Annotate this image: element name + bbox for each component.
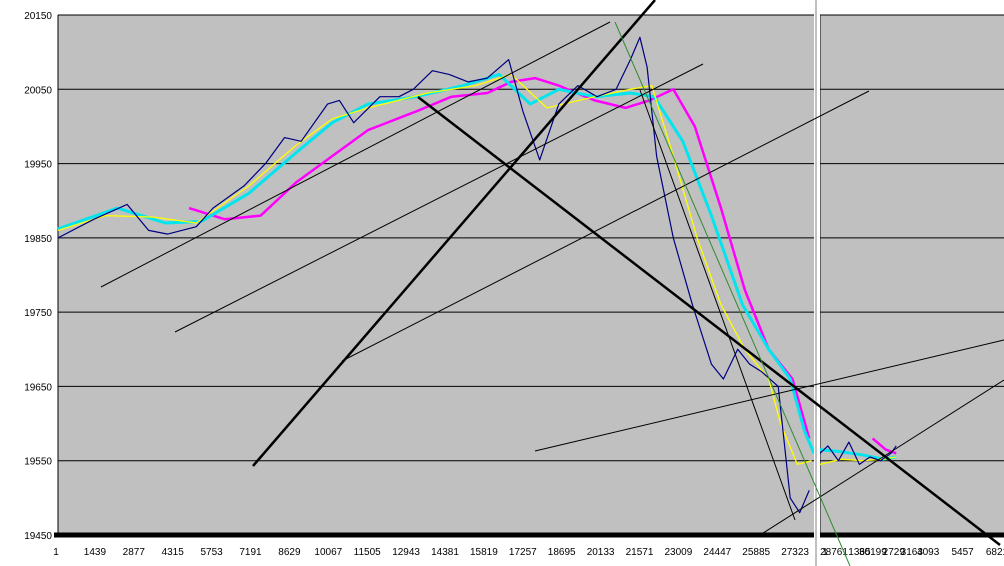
x-tick-label: 1365 — [848, 547, 871, 558]
trendline — [252, 0, 656, 467]
series-ma-mid-line — [57, 72, 816, 454]
series-ma-slow-line — [871, 437, 897, 455]
series-ma-slow-line — [188, 76, 811, 439]
trendline — [174, 63, 704, 333]
x-tick-label: 17257 — [509, 547, 537, 558]
trendline — [759, 379, 1004, 536]
trendline — [639, 89, 796, 521]
x-tick-label: 21571 — [626, 547, 654, 558]
x-tick-label: 12943 — [392, 547, 420, 558]
x-tick-label: 5457 — [951, 547, 974, 558]
trendline — [341, 90, 870, 362]
y-tick-label: 19750 — [24, 308, 52, 319]
x-tick-label: 4093 — [917, 547, 940, 558]
x-tick-label: 30199 — [859, 547, 887, 558]
y-tick-label: 19450 — [24, 531, 52, 542]
x-tick-label: 7191 — [239, 547, 262, 558]
x-tick-label: 3163 — [901, 547, 924, 558]
x-tick-label: 4315 — [162, 547, 185, 558]
x-tick-label: 27323 — [781, 547, 809, 558]
x-tick-label: 10067 — [314, 547, 342, 558]
main-chart-panel: 20150 20050 19950 19850 19750 19650 19550 19450… — [24, 11, 923, 558]
y-tick-label: 19850 — [24, 234, 52, 245]
x-tick-label: 1 — [53, 547, 59, 558]
trendline — [614, 21, 851, 566]
x-tick-label: 1439 — [84, 547, 107, 558]
y-tick-label: 20050 — [24, 85, 52, 96]
y-tick-label: 20150 — [24, 11, 52, 22]
x-tick-label: 2729 — [883, 547, 906, 558]
y-tick-label: 19950 — [24, 160, 52, 171]
series-ma-fast-line — [57, 73, 812, 466]
x-tick-label: 28761 — [820, 547, 848, 558]
x-tick-label: 15819 — [470, 547, 498, 558]
x-tick-label: 24447 — [703, 547, 731, 558]
x-tick-label: 18695 — [548, 547, 576, 558]
series-price-line — [819, 441, 897, 465]
trendline — [100, 21, 611, 288]
panel-separator — [814, 0, 820, 566]
second-chart-panel: 1 1365 2729 4093 5457 6821 — [816, 14, 1004, 558]
x-tick-label: 25885 — [742, 547, 770, 558]
x-tick-label: 11505 — [354, 547, 382, 558]
trendline — [417, 96, 1001, 546]
x-tick-label: 5753 — [200, 547, 223, 558]
x-tick-label: 6821 — [986, 547, 1004, 558]
x-tick-label: 8629 — [278, 547, 301, 558]
plot-area — [58, 15, 814, 535]
x-tick-label: 20133 — [587, 547, 615, 558]
x-tick-label: 2877 — [123, 547, 146, 558]
y-tick-label: 19550 — [24, 457, 52, 468]
x-tick-label: 1 — [822, 547, 828, 558]
x-tick-label: 14381 — [431, 547, 459, 558]
plot-area — [820, 15, 1004, 535]
x-tick-label: 23009 — [664, 547, 692, 558]
y-tick-label: 19650 — [24, 382, 52, 393]
trendline — [534, 339, 1004, 452]
series-price-line — [57, 36, 810, 514]
trendlines — [100, 0, 1004, 566]
